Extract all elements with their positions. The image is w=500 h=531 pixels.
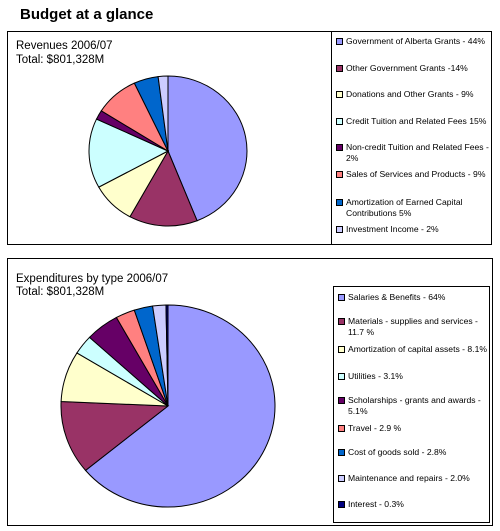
pie-slice-1: [167, 75, 248, 222]
expenditures-chart-title: Expenditures by type 2006/07: [16, 273, 169, 285]
legend-label: Travel - 2.9 %: [348, 423, 402, 433]
legend-swatch: [336, 91, 343, 98]
page-title: Budget at a glance: [20, 6, 154, 23]
legend-label: Salaries & Benefits - 64%: [348, 292, 446, 302]
legend-swatch: [338, 346, 345, 353]
legend-label: Maintenance and repairs - 2.0%: [348, 473, 470, 483]
revenues-pie-chart: [88, 75, 248, 227]
legend-swatch: [336, 226, 343, 233]
expenditures-pie-chart: [60, 304, 276, 508]
revenues-legend: Government of Alberta Grants - 44% Other …: [331, 31, 492, 245]
legend-swatch: [338, 318, 345, 325]
pie-slice-9: [165, 304, 169, 407]
legend-label: Sales of Services and Products - 9%: [346, 169, 486, 179]
pie-slice-8: [157, 75, 169, 152]
legend-label: Amortization of Earned Capital Contribut…: [346, 197, 463, 218]
legend-label: Government of Alberta Grants - 44%: [346, 36, 485, 46]
revenues-chart-title: Revenues 2006/07: [16, 40, 113, 52]
legend-swatch: [338, 501, 345, 508]
legend-swatch: [336, 199, 343, 206]
expenditures-legend: Salaries & Benefits - 64% Materials - sup…: [333, 286, 490, 523]
legend-swatch: [338, 475, 345, 482]
expenditures-chart-total: Total: $801,328M: [16, 286, 105, 298]
legend-swatch: [338, 294, 345, 301]
legend-swatch: [338, 373, 345, 380]
legend-label: Credit Tuition and Related Fees 15%: [346, 116, 487, 126]
pie-slice-4: [88, 118, 170, 188]
legend-swatch: [336, 144, 343, 151]
legend-label: Other Government Grants -14%: [346, 63, 468, 73]
pie-slice-2: [60, 401, 170, 472]
pie-slice-2: [129, 149, 198, 227]
pie-slice-1: [84, 304, 276, 508]
legend-label: Scholarships - grants and awards - 5.1%: [348, 395, 481, 416]
legend-swatch: [336, 38, 343, 45]
legend-swatch: [338, 449, 345, 456]
legend-label: Non-credit Tuition and Related Fees - 2%: [346, 142, 489, 163]
legend-label: Donations and Other Grants - 9%: [346, 89, 474, 99]
expenditures-chart-panel: Expenditures by type 2006/07 Total: $801…: [7, 258, 493, 526]
legend-swatch: [336, 65, 343, 72]
legend-swatch: [338, 397, 345, 404]
legend-label: Cost of goods sold - 2.8%: [348, 447, 447, 457]
legend-label: Materials - supplies and services - 11.7…: [348, 316, 478, 337]
legend-swatch: [338, 425, 345, 432]
legend-label: Utilities - 3.1%: [348, 371, 403, 381]
legend-label: Investment Income - 2%: [346, 224, 439, 234]
legend-label: Interest - 0.3%: [348, 499, 404, 509]
legend-swatch: [336, 118, 343, 125]
revenues-chart-panel: Revenues 2006/07 Total: $801,328M Govern…: [7, 31, 492, 245]
legend-swatch: [336, 171, 343, 178]
legend-label: Amortization of capital assets - 8.1%: [348, 344, 487, 354]
revenues-chart-total: Total: $801,328M: [16, 54, 105, 66]
